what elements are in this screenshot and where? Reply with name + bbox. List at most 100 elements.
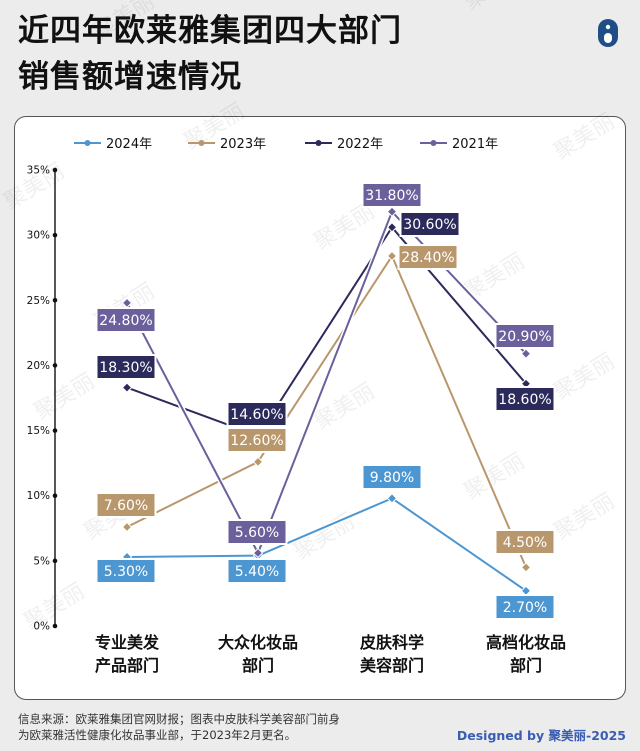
data-label-box — [228, 403, 286, 425]
y-tick-label: 10% — [27, 490, 50, 502]
designed-prefix: Designed by — [456, 728, 549, 743]
source-note: 信息来源：欧莱雅集团官网财报；图表中皮肤科学美容部门前身 为欧莱雅活性健康化妆品… — [18, 711, 340, 743]
series-line-halo — [124, 209, 528, 556]
legend-label: 2024年 — [106, 137, 152, 152]
legend-label: 2023年 — [220, 137, 266, 152]
x-tick-label: 部门 — [242, 656, 274, 675]
data-label-box — [228, 429, 286, 451]
designed-brand: 聚美丽-2025 — [548, 728, 626, 743]
y-tick-label: 15% — [27, 425, 50, 437]
data-label: 9.80% — [370, 470, 414, 486]
data-label: 18.30% — [99, 360, 152, 376]
data-label-box — [496, 388, 554, 410]
y-tick-label: 35% — [27, 165, 50, 177]
data-label-box — [97, 494, 155, 516]
watermark-text: 聚美丽 — [310, 379, 379, 435]
chart-legend: 2024年 2023年 2022年 2021年 — [74, 137, 498, 152]
legend-marker — [315, 140, 322, 146]
x-tick-label: 高档化妆品 — [486, 633, 566, 652]
data-label: 18.60% — [498, 392, 551, 408]
data-point — [520, 348, 532, 359]
y-tick-label: 30% — [27, 230, 50, 242]
watermark-text: 聚美丽 — [90, 0, 159, 45]
x-tick-label: 部门 — [510, 656, 542, 675]
y-tick-dot — [52, 558, 58, 564]
y-axis: 0% 5% 10% 15% 20% 25% 30% 35% — [27, 165, 58, 633]
data-label-box — [496, 325, 554, 347]
data-label-box — [97, 309, 155, 331]
data-label: 30.60% — [403, 217, 456, 233]
legend-marker — [84, 140, 91, 146]
legend-marker — [430, 140, 437, 146]
source-line-2: 为欧莱雅活性健康化妆品事业部，于2023年2月更名。 — [18, 728, 297, 742]
data-point — [520, 562, 532, 573]
data-point — [121, 521, 133, 533]
x-tick-label: 专业美发 — [95, 633, 160, 652]
series-line — [126, 254, 527, 568]
designed-by: Designed by 聚美丽-2025 — [457, 725, 626, 744]
data-label-box — [97, 560, 155, 582]
y-tick-label: 0% — [33, 621, 50, 633]
watermark-text: 聚美丽 — [550, 489, 619, 545]
y-tick-label: 5% — [33, 555, 50, 567]
data-labels: 24.80% 5.60% 31.80% 20.90% 18.30% 14.60% 30.60… — [95, 182, 556, 620]
watermark-text: 聚美丽 — [460, 0, 529, 15]
series-line — [126, 497, 527, 592]
x-tick-label: 皮肤科学 — [359, 633, 424, 652]
watermark-text: 聚美丽 — [30, 369, 99, 425]
data-label: 2.70% — [503, 600, 547, 616]
y-tick-label: 20% — [27, 360, 50, 372]
y-tick-dot — [52, 623, 58, 629]
data-label: 14.60% — [230, 407, 283, 423]
y-tick-dot — [52, 232, 58, 238]
y-tick-dot — [52, 363, 58, 368]
x-tick-label: 产品部门 — [95, 656, 159, 675]
data-label: 7.60% — [104, 498, 148, 514]
data-label-box — [401, 213, 459, 235]
data-label-box — [363, 466, 421, 488]
data-label-box — [228, 560, 286, 582]
data-label-box — [97, 356, 155, 378]
data-label-box — [399, 246, 457, 268]
data-label: 5.30% — [104, 564, 148, 580]
series-line — [126, 226, 527, 437]
x-tick-label: 美容部门 — [360, 656, 424, 675]
title-line-2: 销售额增速情况 — [18, 59, 242, 95]
data-label-box — [228, 521, 286, 543]
legend-label: 2022年 — [337, 137, 383, 152]
data-label: 20.90% — [498, 329, 551, 345]
data-label: 5.60% — [235, 525, 279, 541]
data-label: 31.80% — [365, 188, 418, 204]
y-tick-dot — [52, 493, 58, 499]
data-label: 5.40% — [235, 564, 279, 580]
page-title: 近四年欧莱雅集团四大部门 销售额增速情况 — [18, 8, 402, 100]
watermark-text: 聚美丽 — [550, 109, 619, 165]
series-line — [126, 210, 527, 555]
data-label: 12.60% — [230, 433, 283, 449]
data-point — [386, 493, 398, 504]
data-label: 4.50% — [503, 535, 547, 551]
y-tick-label: 25% — [27, 295, 50, 307]
data-label-box — [496, 531, 554, 553]
data-label-box — [363, 184, 421, 206]
source-line-1: 信息来源：欧莱雅集团官网财报；图表中皮肤科学美容部门前身 — [18, 712, 340, 726]
data-point — [386, 206, 398, 217]
brand-logo-icon — [598, 19, 618, 47]
legend-label: 2021年 — [452, 137, 498, 152]
y-tick-dot — [52, 167, 58, 173]
legend-marker — [198, 140, 205, 146]
watermark-text: 聚美丽 — [550, 349, 619, 405]
data-label: 24.80% — [99, 313, 152, 329]
data-point — [252, 547, 264, 559]
data-label-box — [496, 596, 554, 618]
data-label: 28.40% — [401, 250, 454, 266]
data-point — [252, 456, 264, 468]
y-tick-dot — [52, 428, 58, 433]
x-tick-label: 大众化妆品 — [218, 633, 298, 652]
data-point — [386, 250, 398, 262]
title-line-1: 近四年欧莱雅集团四大部门 — [18, 13, 402, 49]
data-point — [121, 382, 133, 393]
y-tick-dot — [52, 297, 58, 303]
